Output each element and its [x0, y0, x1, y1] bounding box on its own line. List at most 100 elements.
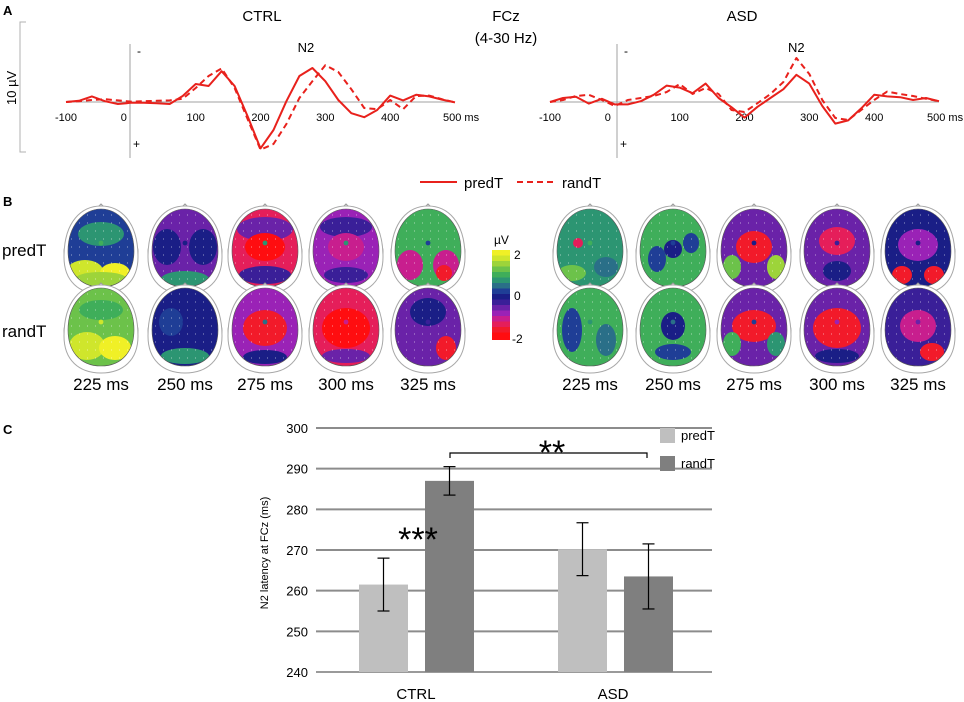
- time-label: 225 ms: [562, 375, 618, 394]
- topomap-electrode: [425, 240, 431, 246]
- panel-a: 10 µV FCz (4-30 Hz) CTRL-+-100 0 100 200 300…: [4, 8, 964, 192]
- topomap-blob: [322, 308, 370, 348]
- topomap-rim: [639, 287, 707, 367]
- topomap-electrode: [587, 240, 593, 246]
- time-label: 275 ms: [726, 375, 782, 394]
- scale-label: 10 µV: [4, 70, 19, 105]
- erp-x-tick-label: 100: [670, 112, 688, 124]
- panel-label-a: A: [3, 3, 13, 18]
- colorbar: µV 2 0 -2: [492, 233, 523, 346]
- legend-dashed-label: randT: [562, 175, 601, 192]
- topomap-electrode: [98, 319, 104, 325]
- topomap-electrode: [670, 319, 676, 325]
- topomap-rim: [803, 208, 871, 288]
- topomap-electrode: [751, 319, 757, 325]
- time-labels: 225 ms 250 ms 275 ms 300 ms 325 ms 225 ms 250 …: [73, 375, 946, 394]
- time-label: 325 ms: [890, 375, 946, 394]
- topomap: [308, 282, 384, 374]
- topomap: [390, 282, 466, 374]
- topomap-fill: [640, 288, 706, 366]
- topomap-fill: [152, 209, 218, 287]
- erp-negative-sign: -: [137, 44, 141, 58]
- scale-bar: [19, 21, 26, 153]
- bar-category-ctrl: CTRL: [396, 686, 435, 702]
- colorbar-tick-zero: 0: [514, 289, 521, 303]
- erp-peak-label: N2: [298, 40, 315, 55]
- erp-plot-ctrl: CTRL - + -100 0 100 200 300 400 500 ms N2: [55, 8, 480, 158]
- erp-line-randT: [65, 64, 456, 151]
- bar-y-tick-label: 280: [286, 502, 308, 517]
- topomap-rim: [67, 287, 135, 367]
- topomap-blob: [815, 349, 859, 363]
- erp-line-predT: [65, 67, 456, 150]
- topomap: [63, 282, 139, 374]
- bar-legend-swatch-rand: [660, 456, 675, 471]
- topomap-blob: [562, 308, 582, 352]
- erp-title-ctrl: CTRL: [242, 8, 281, 25]
- topomap-blob: [159, 308, 183, 336]
- time-label: 325 ms: [400, 375, 456, 394]
- topomap: [227, 282, 303, 374]
- topomap-blob: [655, 344, 691, 360]
- channel-label: FCz: [492, 8, 520, 25]
- topomap-blob: [920, 343, 944, 361]
- topomap-blob: [410, 298, 446, 326]
- erp-positive-sign: +: [133, 137, 140, 151]
- bar-legend-rand: randT: [681, 456, 715, 471]
- topomap-fill: [804, 288, 870, 366]
- topomap-fill: [232, 288, 298, 366]
- topomap-fill: [313, 209, 379, 287]
- topomap-rim: [231, 208, 299, 288]
- bar-y-tick-label: 300: [286, 421, 308, 436]
- bar-legend-swatch-pred: [660, 428, 675, 443]
- time-label: 225 ms: [73, 375, 129, 394]
- topomap-blob: [322, 349, 370, 363]
- topomap-blob: [161, 348, 209, 364]
- topomap-blob: [683, 233, 699, 253]
- topomap-blob: [900, 310, 936, 342]
- colorbar-unit: µV: [494, 233, 509, 247]
- topomap-base: [152, 288, 218, 366]
- topomap-electrode: [751, 240, 757, 246]
- significance-between: **: [539, 434, 565, 472]
- bar-category-asd: ASD: [598, 686, 629, 702]
- erp-x-tick-label: 500 ms: [927, 112, 964, 124]
- erp-title-asd: ASD: [727, 8, 758, 25]
- topomap: [147, 203, 223, 295]
- bar-randT-ctrl: [425, 480, 474, 672]
- topomap-fill: [68, 288, 134, 366]
- topomap-electrode: [915, 240, 921, 246]
- topomap-rim: [720, 208, 788, 288]
- topomap-fill: [804, 209, 870, 287]
- topomap-blob: [664, 240, 682, 258]
- topomap: [799, 282, 875, 374]
- time-label: 300 ms: [318, 375, 374, 394]
- bar-y-tick-label: 240: [286, 665, 308, 680]
- topomap-fill: [232, 209, 298, 287]
- topomap-electrode: [670, 240, 676, 246]
- topomap-blob: [723, 255, 741, 279]
- topomap-rim: [803, 287, 871, 367]
- bar-y-tick-label: 260: [286, 584, 308, 599]
- erp-x-tick-label: 300: [800, 112, 818, 124]
- topomap-rim: [394, 287, 462, 367]
- topomap-rim: [884, 287, 952, 367]
- topomap-rim: [556, 287, 624, 367]
- topomap-blob: [243, 350, 287, 364]
- erp-x-tick-label: 0: [605, 112, 611, 124]
- panel-c: 240 250 260 270 280 290 300 N2 latency at FCz …: [259, 421, 715, 702]
- topomap-rim: [151, 208, 219, 288]
- erp-x-tick-label: 500 ms: [443, 112, 480, 124]
- topomap-blob: [78, 222, 124, 246]
- erp-line-randT: [549, 57, 940, 121]
- erp-positive-sign: +: [620, 137, 627, 151]
- topomap-blob: [573, 238, 583, 248]
- topomap-fill: [68, 209, 134, 287]
- topomap-blob: [153, 229, 181, 265]
- topomap-blob: [245, 233, 285, 261]
- topomap-blob: [661, 312, 685, 340]
- topomap-blob: [324, 267, 368, 283]
- erp-x-tick-label: 200: [251, 112, 269, 124]
- topomap-blob: [596, 324, 616, 356]
